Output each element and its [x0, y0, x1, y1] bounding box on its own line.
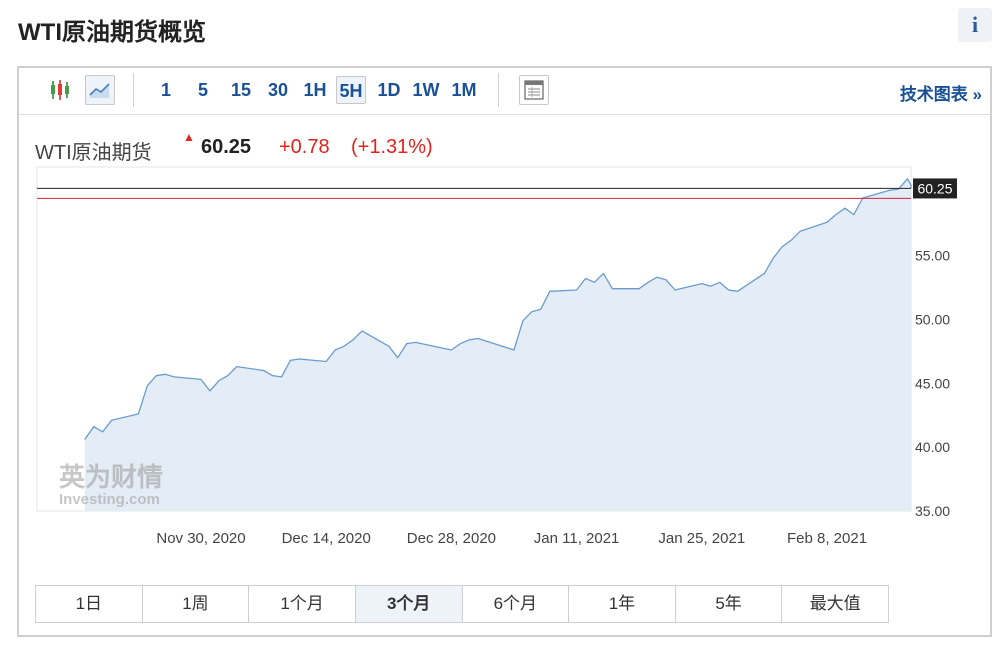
timeframe-1-button[interactable]: 1 — [160, 80, 171, 100]
quote-header: WTI原油期货 ▲ 60.25 +0.78 (+1.31%) — [35, 130, 433, 164]
chart-panel: 1 5 15 30 1H 5H 1D 1W 1M 技术图表 » WTI原油期货 ▲ 60.25 … — [17, 66, 992, 637]
range-button-3[interactable]: 3个月 — [355, 586, 463, 622]
timeframe-1h-button[interactable]: 1H — [303, 80, 327, 100]
price-change-percent: (+1.31%) — [351, 136, 433, 158]
technical-chart-link[interactable]: 技术图表 » — [899, 85, 982, 104]
y-tick-label: 45.00 — [915, 375, 950, 391]
range-selector: 1日 1周 1个月 3个月 6个月 1年 5年 最大值 — [35, 585, 889, 623]
x-tick-label: Feb 8, 2021 — [787, 530, 867, 547]
range-button-1[interactable]: 1周 — [143, 586, 250, 622]
timeframe-1m-button[interactable]: 1M — [451, 80, 477, 100]
last-price-tag-label: 60.25 — [917, 180, 952, 196]
y-tick-label: 35.00 — [915, 503, 950, 519]
timeframe-5h-button[interactable]: 5H — [336, 76, 366, 104]
chart-toolbar: 1 5 15 30 1H 5H 1D 1W 1M 技术图表 » — [19, 68, 990, 115]
last-price: 60.25 — [201, 136, 252, 158]
timeframe-5-button[interactable]: 5 — [197, 80, 208, 100]
x-tick-label: Dec 28, 2020 — [407, 530, 496, 547]
range-button-5[interactable]: 1年 — [569, 586, 676, 622]
timeframe-30-button[interactable]: 30 — [267, 80, 289, 100]
candlestick-icon[interactable] — [45, 75, 75, 105]
range-button-2[interactable]: 1个月 — [249, 586, 356, 622]
x-tick-label: Dec 14, 2020 — [282, 530, 371, 547]
y-tick-label: 40.00 — [915, 439, 950, 455]
x-tick-label: Jan 11, 2021 — [534, 530, 620, 547]
toolbar-separator — [133, 73, 134, 107]
price-change: +0.78 — [279, 136, 330, 158]
y-tick-label: 50.00 — [915, 311, 950, 327]
timeframe-1w-button[interactable]: 1W — [412, 80, 440, 100]
page-title: WTI原油期货概览 — [18, 19, 206, 46]
watermark-en: Investing.com — [59, 491, 160, 508]
y-tick-label: 55.00 — [915, 248, 950, 264]
series-line — [84, 178, 912, 440]
range-button-0[interactable]: 1日 — [36, 586, 143, 622]
toolbar-separator — [498, 73, 499, 107]
x-tick-label: Nov 30, 2020 — [156, 530, 245, 547]
last-price-tag — [913, 178, 957, 199]
timeframe-1d-button[interactable]: 1D — [377, 80, 401, 100]
info-button[interactable]: i — [958, 8, 992, 42]
range-button-4[interactable]: 6个月 — [463, 586, 570, 622]
table-view-icon[interactable] — [519, 75, 549, 105]
timeframe-15-button[interactable]: 15 — [230, 80, 252, 100]
x-tick-label: Jan 25, 2021 — [658, 530, 745, 547]
line-chart-icon[interactable] — [85, 75, 115, 105]
watermark-cn: 英为财情 — [59, 463, 163, 493]
range-button-7[interactable]: 最大值 — [809, 594, 861, 613]
up-arrow-icon: ▲ — [183, 130, 195, 144]
instrument-name: WTI原油期货 — [35, 142, 152, 164]
range-button-6[interactable]: 5年 — [676, 586, 783, 622]
